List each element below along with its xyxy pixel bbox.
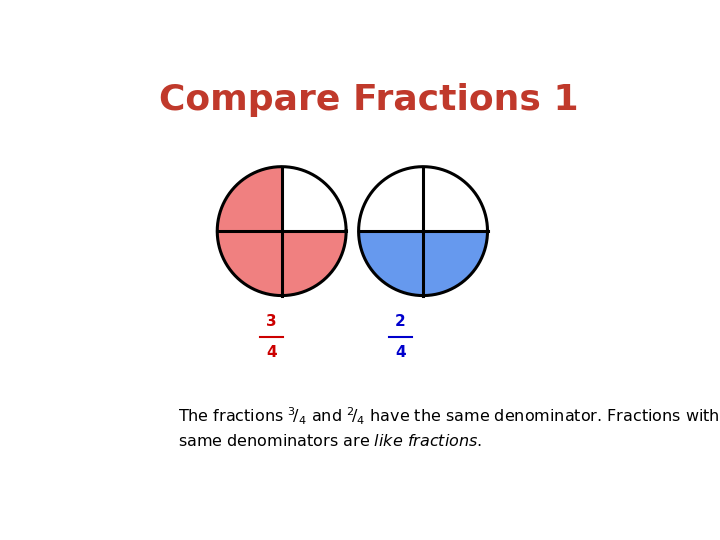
Polygon shape (282, 231, 346, 295)
Polygon shape (423, 231, 487, 295)
Text: The fractions $^3\!/_4$ and $^2\!/_4$ have the same denominator. Fractions with : The fractions $^3\!/_4$ and $^2\!/_4$ ha… (178, 406, 720, 427)
Polygon shape (359, 231, 423, 295)
Text: 3: 3 (266, 314, 276, 329)
Text: 4: 4 (395, 346, 405, 360)
Text: 4: 4 (266, 346, 276, 360)
Polygon shape (217, 231, 282, 295)
Text: Compare Fractions 1: Compare Fractions 1 (159, 83, 579, 117)
Text: same denominators are $\it{like\ fractions}$.: same denominators are $\it{like\ fractio… (178, 433, 482, 449)
Polygon shape (217, 167, 282, 231)
Polygon shape (359, 167, 487, 295)
Text: 2: 2 (395, 314, 405, 329)
Polygon shape (217, 167, 346, 295)
